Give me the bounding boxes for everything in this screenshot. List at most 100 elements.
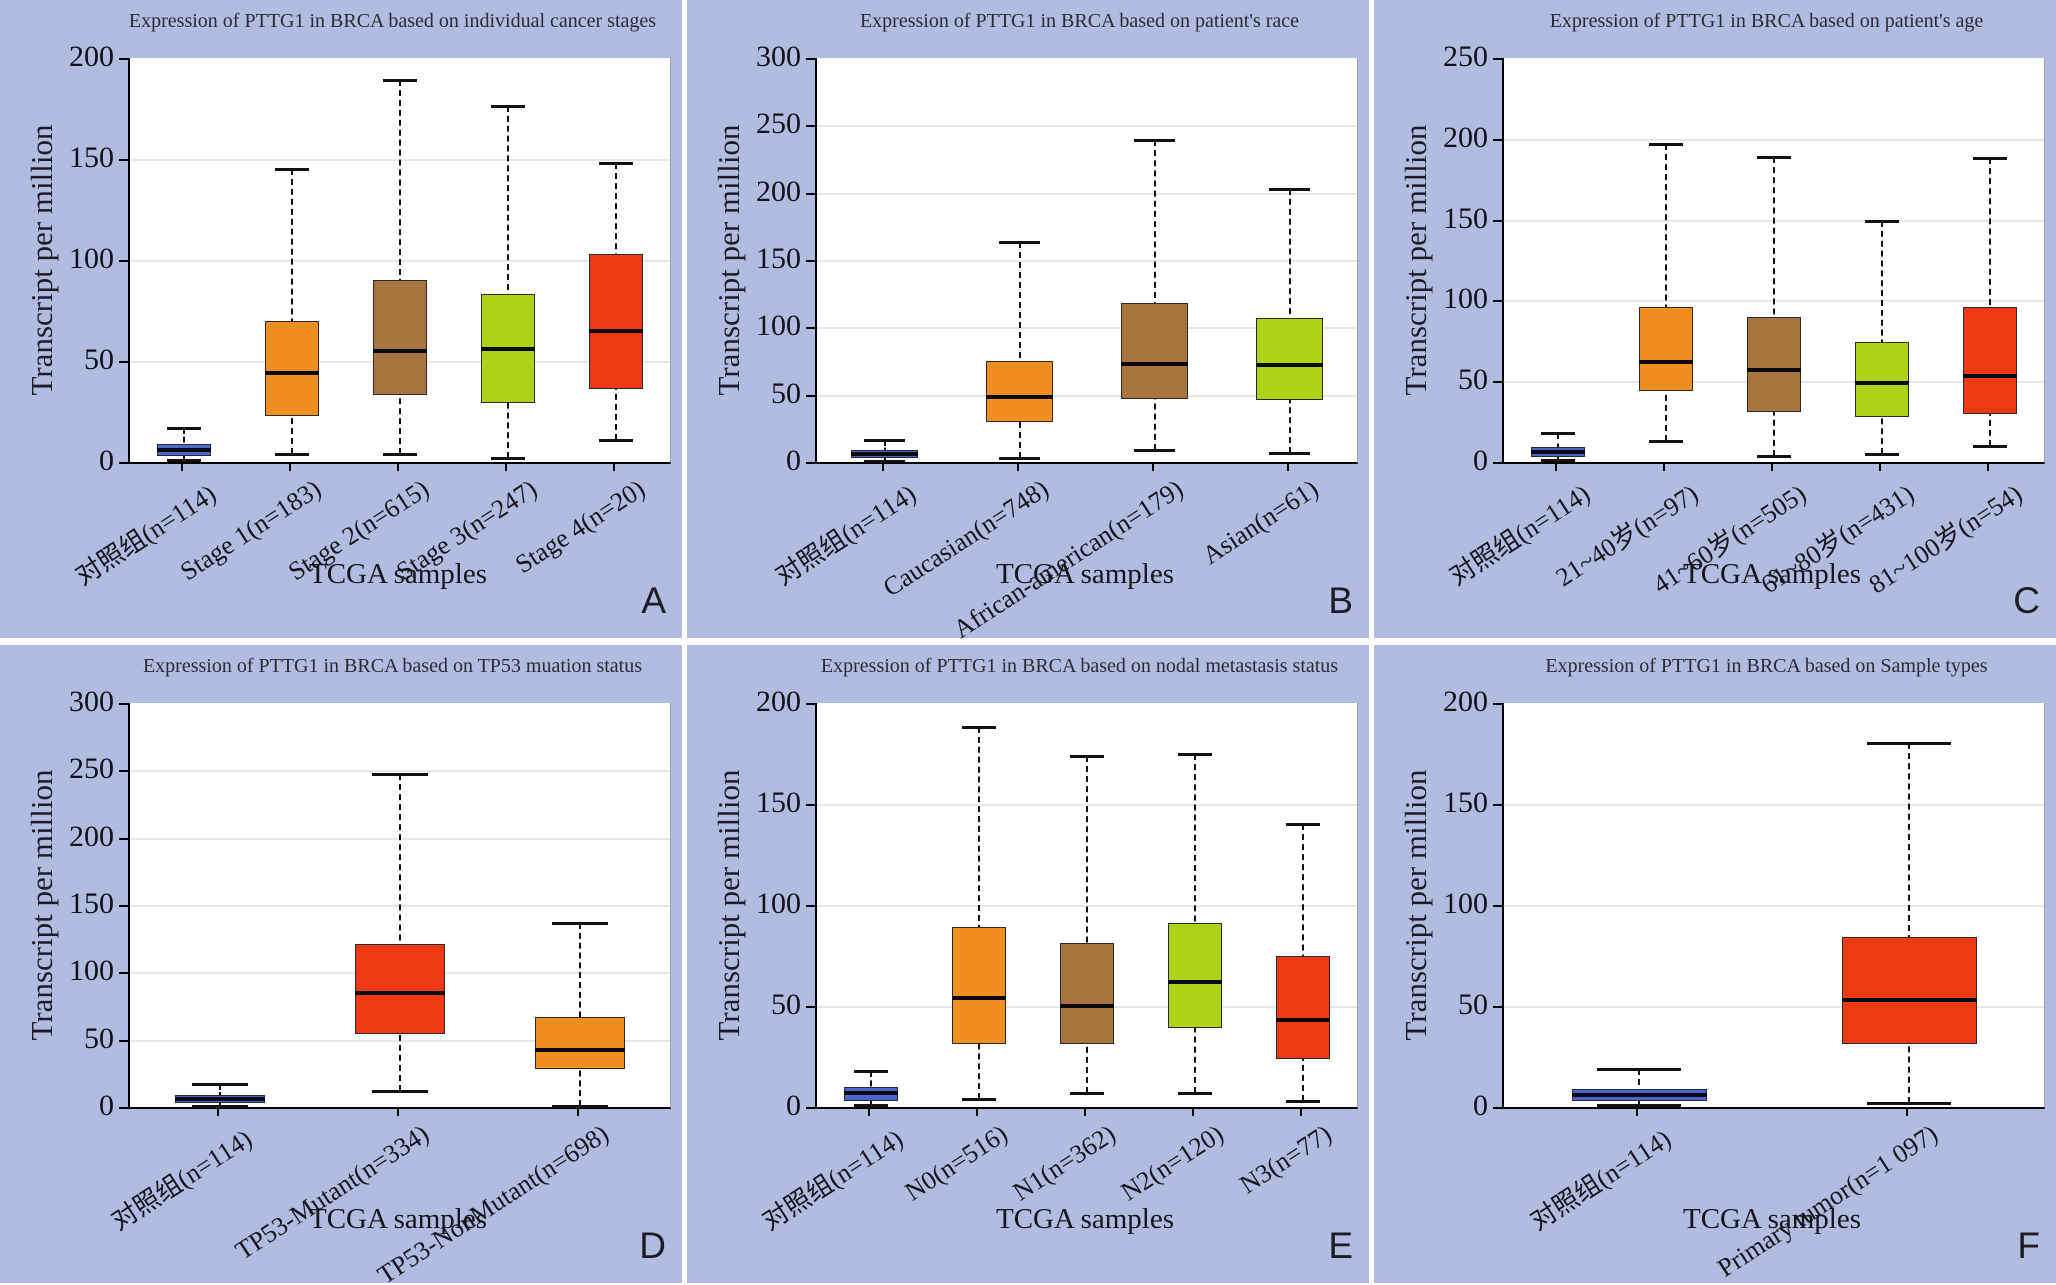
median-line xyxy=(1571,1092,1707,1097)
gridline xyxy=(130,770,670,773)
y-tick-mark xyxy=(1493,462,1502,464)
box-iqr xyxy=(535,1016,625,1070)
whisker-cap-high xyxy=(1973,157,2007,161)
panel-a-xlabel: TCGA samples xyxy=(308,558,488,590)
y-tick-label: 0 xyxy=(99,1089,114,1122)
whisker-cap-low xyxy=(1597,1103,1681,1107)
x-category-label: Asian(n=61) xyxy=(1197,474,1324,571)
whisker-cap-low xyxy=(167,458,201,462)
y-tick-label: 100 xyxy=(1443,887,1488,920)
y-tick-mark xyxy=(806,260,815,262)
whisker-cap-high xyxy=(962,726,996,730)
whisker-cap-low xyxy=(192,1104,248,1108)
whisker-cap-high xyxy=(1867,742,1951,746)
x-tick-mark xyxy=(505,464,507,471)
median-line xyxy=(157,447,211,452)
panel-d-letter: D xyxy=(639,1225,666,1266)
whisker-cap-high xyxy=(599,162,633,166)
whisker-cap-high xyxy=(854,1069,888,1073)
whisker-cap-high xyxy=(1070,754,1104,758)
median-line xyxy=(1963,374,2017,379)
y-tick-mark xyxy=(1493,300,1502,303)
panel-b-plot-area xyxy=(815,58,1358,464)
y-tick-mark xyxy=(119,1107,128,1109)
panel-f-letter: F xyxy=(2017,1225,2040,1266)
whisker-line xyxy=(1557,432,1559,461)
whisker-cap-low xyxy=(1865,452,1899,456)
y-tick-mark xyxy=(1493,804,1502,806)
panel-e: Expression of PTTG1 in BRCA based on nod… xyxy=(687,645,1369,1283)
median-line xyxy=(589,328,643,333)
y-tick-label: 150 xyxy=(1443,786,1488,819)
median-line xyxy=(175,1096,265,1101)
median-line xyxy=(1841,997,1977,1002)
x-tick-mark xyxy=(1906,1109,1908,1116)
whisker-line xyxy=(1773,156,1775,456)
whisker-cap-low xyxy=(552,1104,608,1108)
y-tick-mark xyxy=(806,58,815,60)
box-iqr xyxy=(373,280,427,396)
whisker-cap-high xyxy=(863,439,906,443)
x-tick-mark xyxy=(868,1109,870,1116)
panel-e-letter: E xyxy=(1328,1225,1353,1266)
whisker-cap-high xyxy=(1649,142,1683,146)
x-category-label: N2(n=120) xyxy=(1115,1119,1229,1207)
whisker-line xyxy=(1638,1068,1640,1105)
whisker-cap-high xyxy=(1268,187,1311,191)
box-iqr xyxy=(1639,306,1693,391)
panel-a-plot-area xyxy=(128,58,671,464)
x-tick-mark xyxy=(1016,464,1019,471)
y-tick-label: 300 xyxy=(756,40,801,73)
y-tick-label: 0 xyxy=(786,1089,801,1122)
y-tick-label: 200 xyxy=(69,819,114,853)
whisker-cap-high xyxy=(1286,823,1320,827)
median-line xyxy=(850,451,919,456)
whisker-line xyxy=(1665,143,1667,441)
median-line xyxy=(373,348,427,353)
y-tick-label: 200 xyxy=(756,685,801,718)
whisker-cap-low xyxy=(1178,1091,1212,1095)
y-tick-mark xyxy=(119,770,128,773)
median-line xyxy=(1255,363,1324,368)
whisker-line xyxy=(399,80,401,454)
y-tick-mark xyxy=(1493,905,1502,907)
x-category-label: N3(n=77) xyxy=(1234,1119,1337,1200)
box-iqr xyxy=(265,320,319,416)
panel-e-plot-area xyxy=(815,703,1358,1109)
panel-d-title: Expression of PTTG1 in BRCA based on TP5… xyxy=(142,655,643,677)
median-line xyxy=(1060,1004,1114,1008)
whisker-line xyxy=(1086,755,1088,1093)
y-tick-label: 150 xyxy=(756,786,801,819)
x-tick-mark xyxy=(1192,1109,1194,1116)
median-line xyxy=(265,371,319,376)
y-tick-mark xyxy=(119,260,128,262)
panel-b-letter: B xyxy=(1328,580,1353,621)
median-line xyxy=(1531,450,1585,455)
panel-b-xlabel: TCGA samples xyxy=(995,558,1175,590)
y-tick-mark xyxy=(806,804,815,806)
whisker-line xyxy=(1908,743,1910,1103)
y-tick-label: 0 xyxy=(786,444,801,477)
whisker-cap-low xyxy=(383,452,417,456)
median-line xyxy=(1120,361,1189,366)
whisker-cap-high xyxy=(167,426,201,430)
whisker-cap-low xyxy=(1973,444,2007,448)
whisker-line xyxy=(507,106,509,458)
y-tick-mark xyxy=(806,327,815,330)
panel-d-xlabel: TCGA samples xyxy=(308,1203,488,1235)
y-tick-label: 300 xyxy=(69,685,114,718)
whisker-line xyxy=(1989,158,1991,446)
x-tick-mark xyxy=(1771,464,1773,471)
median-line xyxy=(535,1048,625,1053)
y-tick-mark xyxy=(119,837,128,840)
x-tick-mark xyxy=(1286,464,1289,471)
panel-f-plot-area xyxy=(1502,703,2045,1109)
y-tick-label: 100 xyxy=(69,954,114,988)
gridline xyxy=(1504,905,2044,907)
x-tick-mark xyxy=(613,464,615,471)
y-tick-mark xyxy=(1493,381,1502,384)
whisker-cap-low xyxy=(275,452,309,456)
whisker-cap-low xyxy=(1541,459,1575,463)
panel-f-xlabel: TCGA samples xyxy=(1682,1203,1862,1235)
